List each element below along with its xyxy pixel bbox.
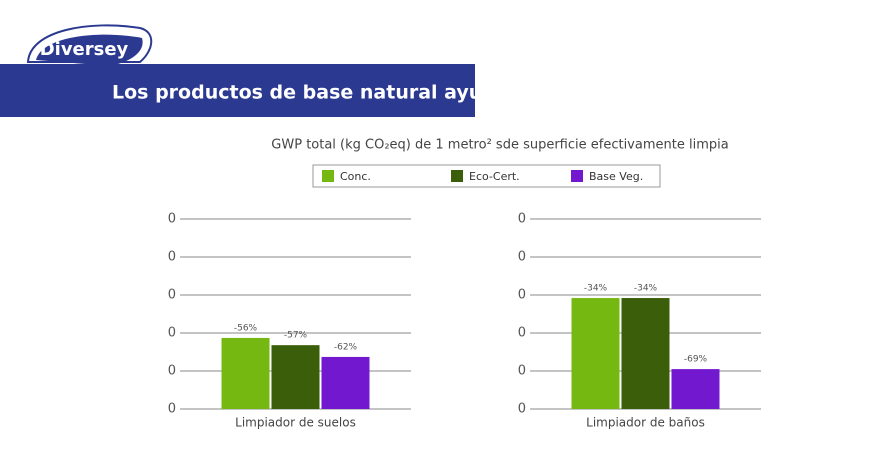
legend-swatch (571, 170, 583, 182)
change-label: -69% (684, 355, 708, 365)
y-tick-label: 0 (518, 288, 526, 303)
y-tick-label: 0 (168, 402, 176, 417)
legend-label: Base Veg. (589, 170, 643, 183)
bar (621, 298, 670, 409)
legend-label: Conc. (340, 170, 371, 183)
change-label: -34% (634, 284, 658, 294)
x-tick-label: Limpiador de suelos (235, 416, 356, 430)
header-band (0, 64, 475, 117)
y-tick-label: 0 (518, 402, 526, 417)
y-tick-label: 0 (168, 288, 176, 303)
header-title: Los productos de base natural ayudan (112, 82, 522, 104)
y-tick-label: 0 (518, 326, 526, 341)
bar (221, 337, 270, 409)
legend-label: Eco-Cert. (469, 170, 520, 183)
logo-fill (36, 34, 143, 66)
bar (271, 345, 320, 409)
change-label: -34% (584, 284, 608, 294)
bar (321, 356, 370, 409)
y-tick-label: 0 (168, 326, 176, 341)
change-label: -62% (334, 342, 358, 352)
y-tick-label: 0 (518, 250, 526, 265)
legend-swatch (322, 170, 334, 182)
change-label: -56% (234, 323, 258, 333)
bar (571, 298, 620, 409)
y-tick-label: 0 (518, 212, 526, 227)
change-label: -57% (284, 331, 308, 341)
bar (671, 369, 720, 409)
y-tick-label: 0 (518, 364, 526, 379)
y-tick-label: 0 (168, 250, 176, 265)
legend-swatch (451, 170, 463, 182)
x-tick-label: Limpiador de baños (586, 416, 705, 430)
chart-title: GWP total (kg CO₂eq) de 1 metro² sde sup… (271, 138, 728, 153)
logo-text: Diversey (40, 39, 129, 60)
y-tick-label: 0 (168, 364, 176, 379)
y-tick-label: 0 (168, 212, 176, 227)
